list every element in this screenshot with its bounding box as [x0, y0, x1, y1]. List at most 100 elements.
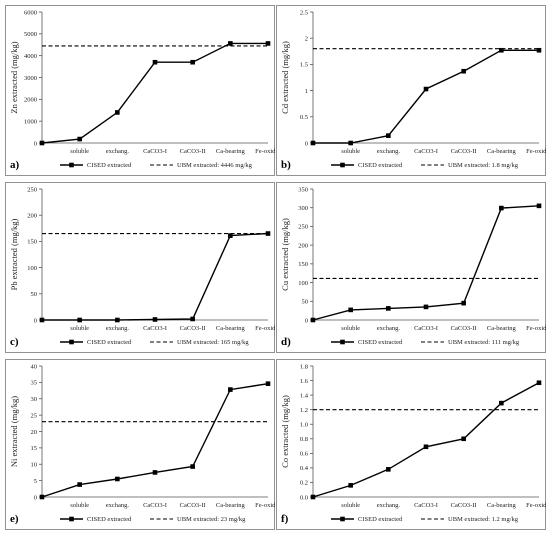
cised-data-point	[461, 68, 466, 74]
cised-series-line	[312, 205, 540, 321]
panel-letter: c)	[10, 336, 19, 348]
cised-data-point	[152, 317, 158, 322]
x-tick-label: CaCO3-I	[414, 502, 438, 509]
cised-data-point	[310, 494, 316, 500]
chart-panel-cd: 0 0.5 1 1.5 2 2.5 soluble exchang. CaCO3-I CaCO3-…	[276, 5, 546, 176]
legend-marker	[340, 339, 345, 345]
x-tick-label: exchang.	[106, 148, 130, 155]
panel-frame	[5, 182, 275, 353]
y-tick-label: 300	[298, 205, 308, 212]
y-tick-label: 2.5	[300, 9, 308, 16]
y-tick-label: 15	[31, 445, 38, 452]
y-tick-label: 6000	[24, 9, 37, 16]
legend-label-ubm: UBM extracted: 4446 mg/kg	[177, 162, 253, 169]
y-tick-label: 350	[298, 186, 308, 193]
y-tick-label: 0.5	[300, 114, 308, 121]
chart-panel-cu: 0 50 100 150 200 250 300 350 soluble exchang. CaCO…	[276, 182, 546, 353]
chart-panel-pb: 0 50 100 150 200 250 soluble exchang. CaCO3-I CaC…	[5, 182, 275, 353]
chart-panel-zn: 0 1000 2000 3000 4000 5000 6000 soluble exchang.…	[5, 5, 275, 176]
legend-label-cised: CISED extracted	[87, 516, 132, 523]
x-tick-label: Fe-oxides	[255, 148, 275, 155]
cised-data-point	[77, 482, 82, 487]
y-tick-label: 1.5	[300, 62, 308, 69]
x-tick-label: Ca-bearing	[216, 148, 246, 155]
y-axis-label: Cu extracted (mg/kg)	[280, 218, 290, 291]
x-tick-label: CaCO3-II	[451, 502, 477, 509]
cised-data-point	[115, 317, 120, 323]
legend-marker	[69, 162, 74, 168]
y-tick-label: 40	[31, 363, 38, 370]
panel-frame	[276, 5, 546, 176]
y-tick-label: 150	[298, 261, 308, 268]
legend-label-cised: CISED extracted	[358, 339, 403, 346]
cised-data-point	[386, 306, 391, 311]
cised-data-point	[265, 41, 271, 46]
x-tick-label: Ca-bearing	[216, 502, 246, 509]
cised-data-point	[265, 231, 271, 236]
cised-data-point	[310, 140, 316, 146]
x-tick-label: CaCO3-II	[180, 502, 206, 509]
cised-data-point	[348, 483, 353, 488]
cised-data-point	[386, 467, 391, 472]
y-tick-label: 200	[27, 213, 37, 220]
x-tick-label: exchang.	[377, 502, 401, 509]
y-tick-label: 1.8	[300, 363, 308, 370]
cised-data-point	[190, 316, 195, 322]
cised-data-point	[190, 464, 195, 469]
panel-letter: d)	[281, 336, 291, 348]
legend-marker	[69, 516, 74, 522]
cised-series-line	[42, 232, 269, 321]
y-tick-label: 150	[27, 239, 37, 246]
y-tick-label: 0.6	[300, 451, 309, 458]
y-tick-label: 0.8	[300, 436, 308, 443]
y-tick-label: 0	[305, 140, 308, 147]
panel-letter: f)	[281, 513, 289, 525]
y-tick-label: 0.2	[300, 480, 308, 487]
cised-data-point	[77, 317, 82, 323]
x-tick-label: Ca-bearing	[487, 502, 517, 509]
cised-series-line	[41, 383, 269, 498]
legend-marker	[340, 516, 345, 522]
chart-panel-co: 0.0 0.2 0.4 0.6 0.8 1.0 1.2 1.4 1.6 1.8 soluble exc…	[276, 359, 546, 530]
chart-pb: 0 50 100 150 200 250 soluble exchang. CaCO3-I CaC…	[5, 182, 275, 353]
panel-frame	[5, 5, 275, 176]
x-tick-label: Fe-oxides	[526, 325, 546, 332]
cised-series-line	[41, 42, 268, 144]
x-tick-label: CaCO3-I	[143, 502, 167, 509]
x-tick-label: Ca-bearing	[487, 325, 517, 332]
x-tick-label: Ca-bearing	[216, 325, 246, 332]
x-tick-label: exchang.	[106, 502, 130, 509]
y-tick-label: 250	[27, 186, 37, 193]
cised-data-point	[499, 400, 504, 406]
cised-data-point	[39, 317, 45, 323]
x-tick-label: CaCO3-I	[143, 325, 167, 332]
cised-data-point	[115, 476, 120, 482]
legend-label-ubm: UBM extracted: 1.8 mg/kg	[448, 162, 519, 169]
y-tick-label: 20	[31, 429, 38, 436]
cised-data-point	[115, 110, 120, 115]
y-tick-label: 5000	[24, 31, 37, 38]
cised-data-point	[536, 47, 542, 53]
panel-letter: e)	[10, 513, 19, 525]
cised-data-point	[152, 59, 158, 65]
y-tick-label: 0	[305, 317, 308, 324]
y-tick-label: 25	[31, 412, 38, 419]
cised-series-line	[313, 49, 539, 144]
y-tick-label: 4000	[24, 53, 37, 60]
y-tick-label: 1	[305, 88, 308, 95]
cised-data-point	[228, 387, 233, 392]
cised-data-point	[423, 304, 429, 310]
cised-data-point	[39, 140, 45, 146]
x-tick-label: Ca-bearing	[487, 148, 517, 155]
cised-series-line	[312, 382, 540, 498]
cised-data-point	[265, 381, 271, 386]
y-tick-label: 1.6	[300, 378, 309, 385]
x-tick-label: soluble	[70, 325, 89, 332]
y-tick-label: 100	[27, 265, 37, 272]
legend-label-ubm: UBM extracted: 23 mg/kg	[177, 516, 246, 523]
chart-ni: 0 5 10 15 20 25 30 35 40 soluble exchang. CaCO3-I Ca…	[5, 359, 275, 530]
cised-data-point	[423, 86, 429, 92]
panel-letter: b)	[281, 159, 291, 171]
legend-marker	[69, 339, 74, 345]
y-tick-label: 0	[34, 494, 37, 501]
